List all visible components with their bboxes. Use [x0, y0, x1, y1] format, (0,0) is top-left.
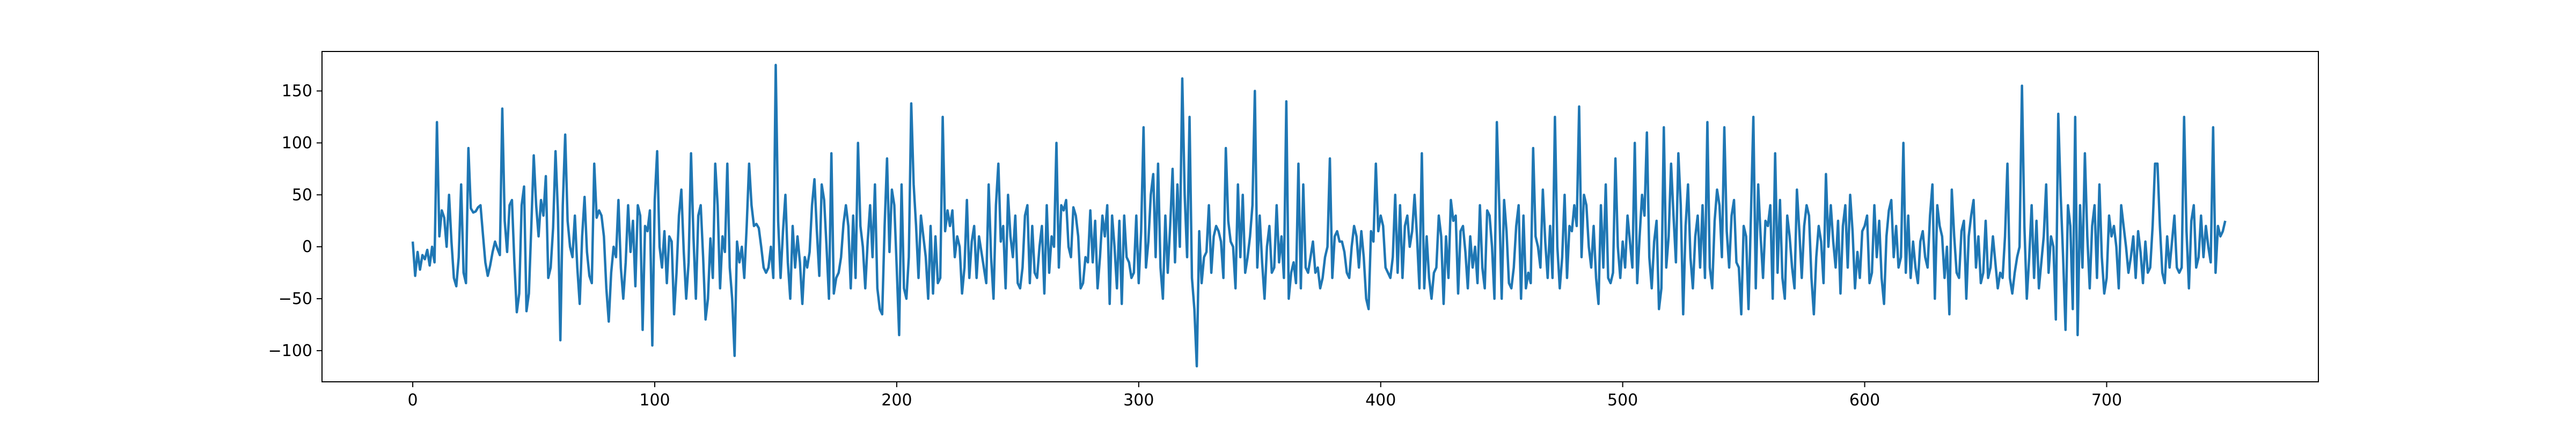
y-tick-label: −50: [279, 290, 312, 308]
plot-frame: [321, 51, 2319, 382]
y-tick-label: 100: [282, 134, 312, 152]
x-tick-label: 100: [639, 391, 670, 410]
x-tick-label: 600: [1849, 391, 1880, 410]
series-line-0: [411, 63, 2227, 368]
y-tick-label: −100: [268, 342, 312, 360]
y-tick-label: 0: [302, 238, 312, 256]
x-tick-label: 500: [1607, 391, 1638, 410]
x-tick-label: 0: [408, 391, 418, 410]
y-tick-label: 50: [292, 186, 312, 204]
x-axis: 0 100 200 300 400 500 600 700: [408, 382, 2122, 410]
x-tick-label: 200: [881, 391, 912, 410]
y-axis: −100 −50 0 50 100 150: [268, 82, 322, 360]
x-tick-label: 400: [1365, 391, 1396, 410]
x-tick-label: 700: [2091, 391, 2122, 410]
y-tick-label: 150: [282, 82, 312, 101]
plot-content: [411, 63, 2227, 368]
x-tick-label: 300: [1123, 391, 1154, 410]
